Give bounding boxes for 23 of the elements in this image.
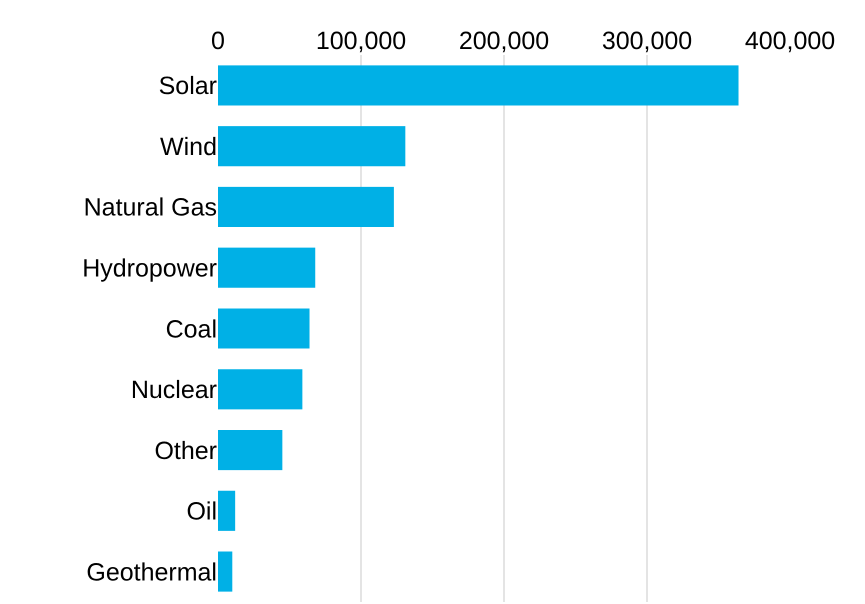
y-tick-label: Geothermal [86,558,217,586]
bar [218,126,406,166]
bar [218,308,310,349]
bar [218,430,282,470]
y-tick-label: Other [154,436,217,465]
y-tick-label: Coal [166,315,217,344]
x-tick-label: 100,000 [316,27,406,55]
y-tick-label: Solar [158,72,217,100]
x-tick-label: 0 [211,27,225,55]
y-tick-label: Wind [160,132,217,161]
y-tick-label: Hydropower [82,254,217,282]
bar [218,369,302,410]
bar [218,248,316,288]
bar [218,186,394,227]
bar [218,65,739,106]
x-tick-label: 300,000 [602,27,692,55]
y-tick-label: Oil [186,498,217,526]
bar [218,552,232,592]
x-tick-label: 200,000 [458,27,550,55]
bar [218,490,236,531]
x-tick-label: 400,000 [744,27,836,55]
y-tick-label: Nuclear [130,376,217,404]
y-tick-label: Natural Gas [84,194,217,222]
